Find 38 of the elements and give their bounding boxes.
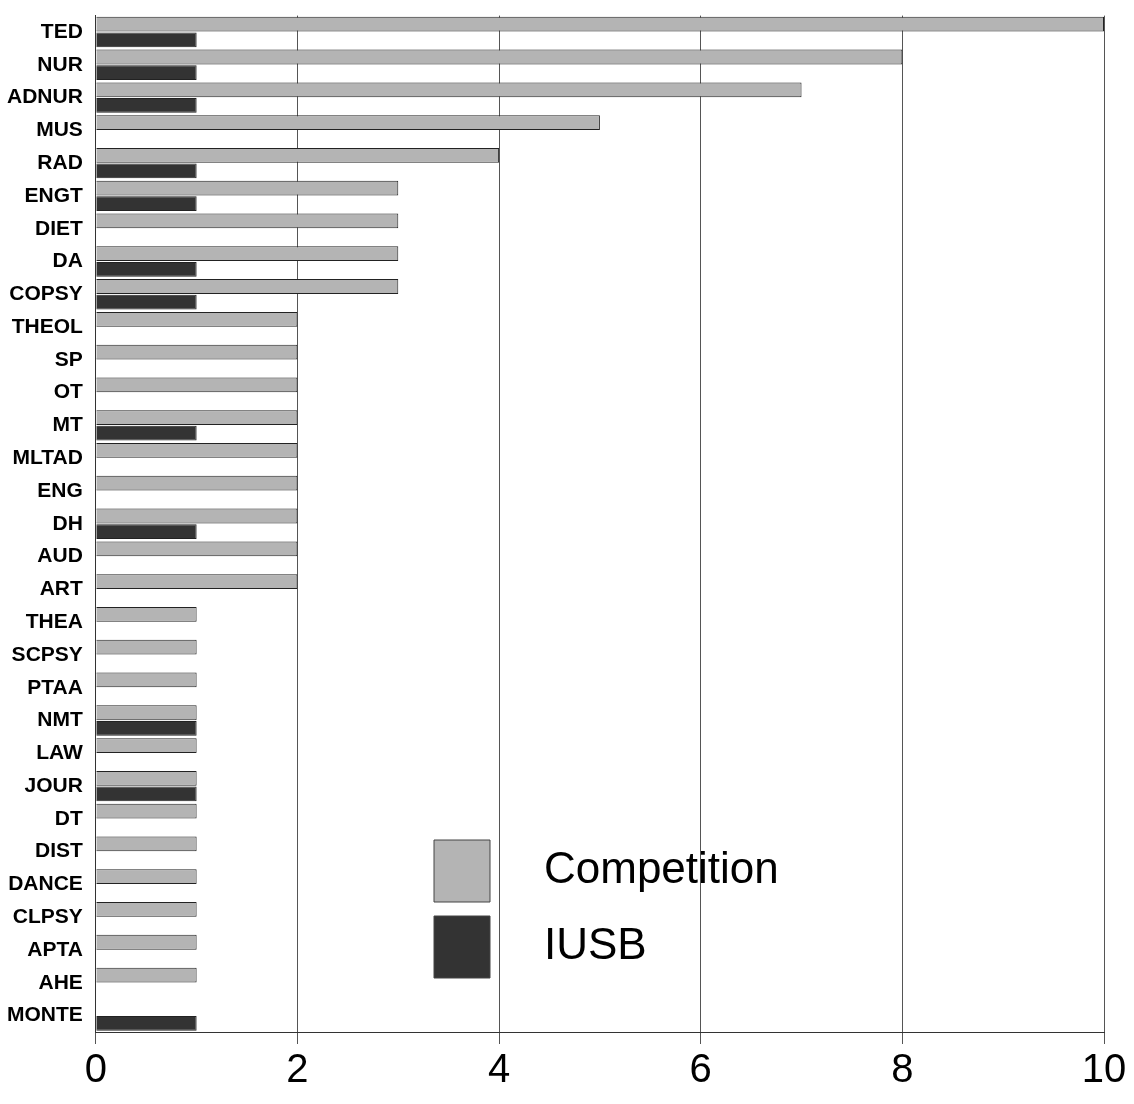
y-tick-label: MUS	[36, 117, 83, 141]
y-tick-label: DH	[52, 510, 83, 534]
y-tick-label: SCPSY	[11, 641, 83, 665]
x-tick-label: 4	[487, 1046, 511, 1091]
y-tick-label: JOUR	[24, 772, 83, 796]
y-tick-label: DA	[52, 248, 83, 272]
y-tick-label: OT	[53, 379, 83, 403]
y-tick-label: CLPSY	[12, 904, 83, 928]
x-tick-label: 6	[689, 1046, 712, 1091]
y-tick-label: ENGT	[24, 182, 83, 206]
y-tick-label: ADNUR	[7, 84, 83, 108]
x-tick-label: 10	[1081, 1046, 1127, 1091]
y-tick-label: PTAA	[27, 674, 83, 698]
y-tick-label: NMT	[37, 707, 83, 731]
y-tick-label: RAD	[37, 149, 83, 173]
y-tick-label: SP	[54, 346, 83, 370]
y-tick-label: DIET	[34, 215, 83, 239]
y-tick-label: DT	[54, 805, 83, 829]
y-tick-label: THEOL	[11, 313, 83, 337]
y-tick-label: ENG	[37, 477, 83, 501]
y-tick-label: THEA	[25, 608, 83, 632]
y-tick-label: TED	[40, 18, 83, 42]
y-tick-label: DIST	[34, 838, 83, 862]
y-tick-label: COPSY	[9, 281, 83, 305]
y-tick-label: DANCE	[8, 871, 83, 895]
x-tick-label: 0	[84, 1046, 107, 1091]
x-tick-label: 8	[891, 1046, 914, 1091]
y-tick-label: MLTAD	[12, 445, 83, 469]
y-tick-label: MT	[52, 412, 83, 436]
y-tick-label: APTA	[27, 936, 83, 960]
y-tick-label: AUD	[37, 543, 83, 567]
y-tick-label: ART	[39, 576, 83, 600]
legend-label: IUSB	[544, 919, 647, 969]
y-tick-label: NUR	[37, 51, 83, 75]
x-tick-label: 2	[286, 1046, 309, 1091]
y-tick-label: LAW	[36, 740, 84, 764]
y-tick-label: MONTE	[7, 1002, 83, 1026]
y-tick-label: AHE	[38, 969, 83, 993]
